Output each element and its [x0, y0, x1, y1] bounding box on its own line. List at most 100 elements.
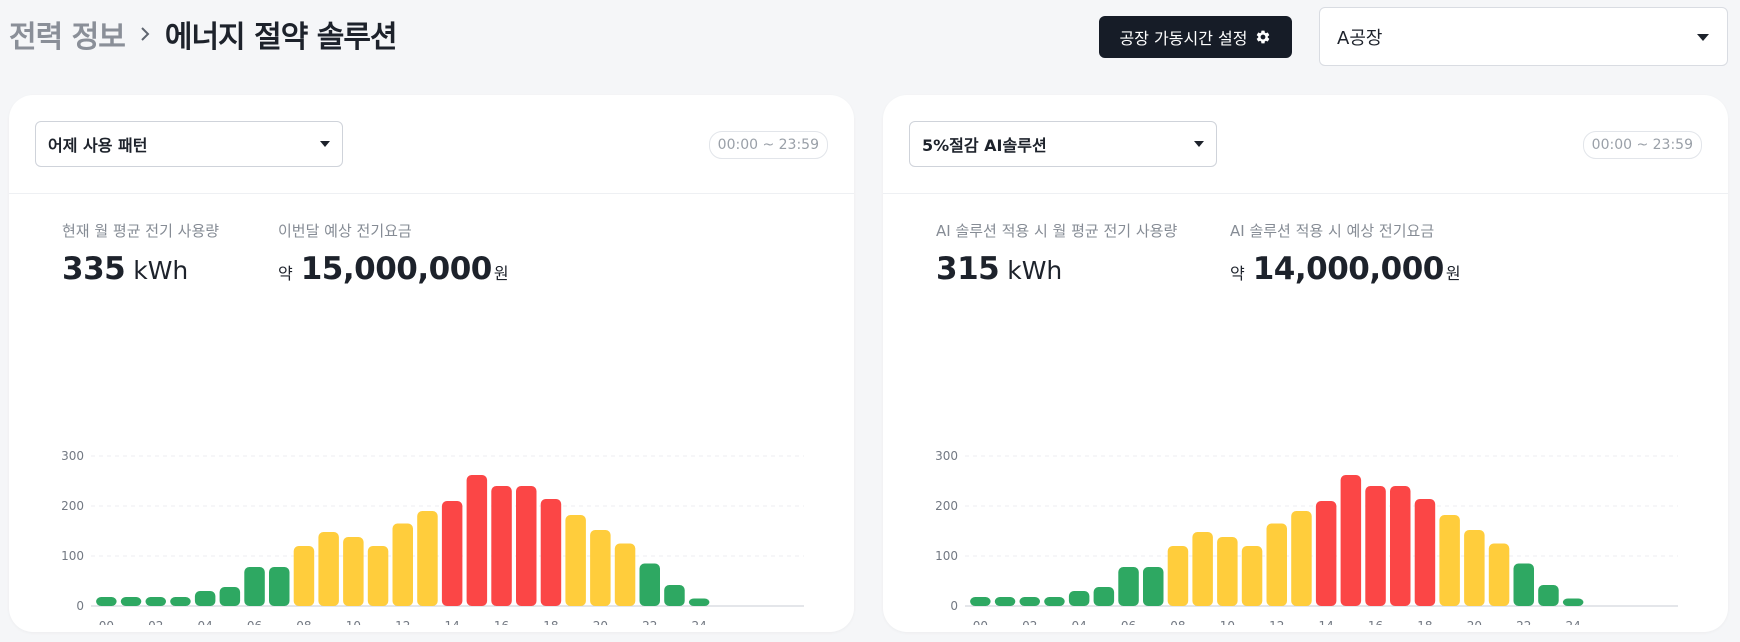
avg-usage-value: 335: [62, 251, 126, 287]
x-tick-label: 24: [692, 619, 707, 625]
settings-button-label: 공장 가동시간 설정: [1119, 29, 1248, 48]
ai-avg-usage-value-row: 315 kWh: [936, 251, 1177, 287]
x-tick-label: 00: [99, 619, 114, 625]
x-tick-label: 06: [247, 619, 262, 625]
bar: [614, 543, 636, 606]
x-tick-label: 00: [973, 619, 988, 625]
avg-usage-unit: kWh: [133, 256, 189, 285]
x-tick-label: 12: [1269, 619, 1284, 625]
y-tick-label: 0: [950, 599, 958, 613]
bar: [491, 486, 512, 606]
bar: [1241, 546, 1263, 606]
bar: [1562, 598, 1584, 606]
ai-solution-panel: 5%절감 AI솔루션 00:00 ~ 23:59 AI 솔루션 적용 시 월 평…: [883, 95, 1728, 632]
bar: [1513, 563, 1534, 606]
bar: [1315, 501, 1337, 606]
bar: [1044, 597, 1065, 606]
divider: [883, 193, 1728, 194]
x-tick-label: 08: [1170, 619, 1185, 625]
bar: [293, 546, 315, 606]
bar: [1143, 567, 1164, 606]
bar: [1390, 486, 1411, 606]
bar: [1068, 591, 1090, 606]
bar: [565, 515, 586, 606]
bar: [1340, 475, 1362, 606]
caret-down-icon: [320, 141, 330, 147]
bar: [994, 597, 1016, 606]
x-tick-label: 18: [1417, 619, 1432, 625]
chevron-right-icon: [139, 25, 151, 43]
x-tick-label: 14: [1319, 619, 1334, 625]
bar: [664, 585, 685, 606]
bar: [392, 523, 413, 606]
bar: [1464, 530, 1485, 606]
avg-usage-value-row: 335 kWh: [62, 251, 219, 287]
top-bar: 전력 정보 에너지 절약 솔루션 공장 가동시간 설정 A공장: [0, 0, 1740, 80]
bar: [1538, 585, 1559, 606]
caret-down-icon: [1697, 33, 1709, 41]
ai-avg-usage-stat: AI 솔루션 적용 시 월 평균 전기 사용량 315 kWh: [936, 220, 1177, 287]
x-tick-label: 20: [1467, 619, 1482, 625]
bar: [441, 501, 463, 606]
x-tick-label: 04: [198, 619, 213, 625]
factory-select-value: A공장: [1337, 27, 1383, 49]
x-tick-label: 02: [148, 619, 163, 625]
bar: [1093, 587, 1115, 606]
x-tick-label: 04: [1072, 619, 1087, 625]
bar: [1118, 567, 1139, 606]
y-tick-label: 100: [935, 549, 958, 563]
bar: [417, 511, 438, 606]
y-tick-label: 100: [61, 549, 84, 563]
bar: [1192, 532, 1213, 606]
y-tick-label: 0: [76, 599, 84, 613]
bar: [1365, 486, 1386, 606]
y-tick-label: 200: [61, 499, 84, 513]
x-tick-label: 16: [494, 619, 509, 625]
ai-expected-bill-label: AI 솔루션 적용 시 예상 전기요금: [1230, 222, 1435, 240]
approx-label: 약: [1230, 264, 1245, 283]
pattern-select[interactable]: 어제 사용 패턴: [35, 121, 343, 167]
factory-hours-settings-button[interactable]: 공장 가동시간 설정: [1099, 16, 1292, 58]
bar: [590, 530, 611, 606]
x-tick-label: 20: [593, 619, 608, 625]
y-tick-label: 300: [61, 449, 84, 463]
ai-avg-usage-value: 315: [936, 251, 1000, 287]
x-tick-label: 14: [445, 619, 460, 625]
avg-usage-label: 현재 월 평균 전기 사용량: [62, 222, 220, 240]
expected-bill-value: 15,000,000: [300, 251, 493, 287]
gear-icon: [1255, 29, 1271, 45]
bar: [1291, 511, 1312, 606]
usage-pattern-panel: 어제 사용 패턴 00:00 ~ 23:59 현재 월 평균 전기 사용량 33…: [9, 95, 854, 632]
bar: [1488, 543, 1510, 606]
bar: [145, 597, 166, 606]
bar: [1439, 515, 1460, 606]
solution-select[interactable]: 5%절감 AI솔루션: [909, 121, 1217, 167]
breadcrumb: 전력 정보 에너지 절약 솔루션: [9, 12, 398, 56]
pattern-select-value: 어제 사용 패턴: [48, 136, 148, 155]
ai-expected-bill-value: 14,000,000: [1252, 251, 1445, 287]
bar: [1167, 546, 1189, 606]
ai-avg-usage-unit: kWh: [1007, 256, 1063, 285]
ai-avg-usage-label: AI 솔루션 적용 시 월 평균 전기 사용량: [936, 222, 1178, 240]
x-tick-label: 08: [296, 619, 311, 625]
breadcrumb-parent[interactable]: 전력 정보: [9, 20, 126, 55]
bar: [96, 597, 117, 606]
x-tick-label: 24: [1566, 619, 1581, 625]
bar: [343, 537, 364, 606]
hourly-usage-chart: 0 100 200 300 00 02 04 06 08 10 12 14 16 18 20 22 24: [935, 449, 1678, 625]
ai-expected-bill-value-row: 약 14,000,000 원: [1230, 251, 1461, 287]
bar: [244, 567, 265, 606]
bar: [466, 475, 488, 606]
bar: [367, 546, 389, 606]
x-tick-label: 10: [1220, 619, 1235, 625]
factory-select[interactable]: A공장: [1319, 7, 1728, 66]
avg-usage-stat: 현재 월 평균 전기 사용량 335 kWh: [62, 220, 219, 287]
bar: [516, 486, 537, 606]
bar: [120, 597, 142, 606]
expected-bill-value-row: 약 15,000,000 원: [278, 251, 509, 287]
solution-select-value: 5%절감 AI솔루션: [922, 136, 1047, 155]
bar: [219, 587, 241, 606]
bar: [1266, 523, 1287, 606]
ai-expected-bill-stat: AI 솔루션 적용 시 예상 전기요금 약 14,000,000 원: [1230, 220, 1461, 287]
time-range-badge: 00:00 ~ 23:59: [1582, 131, 1702, 159]
